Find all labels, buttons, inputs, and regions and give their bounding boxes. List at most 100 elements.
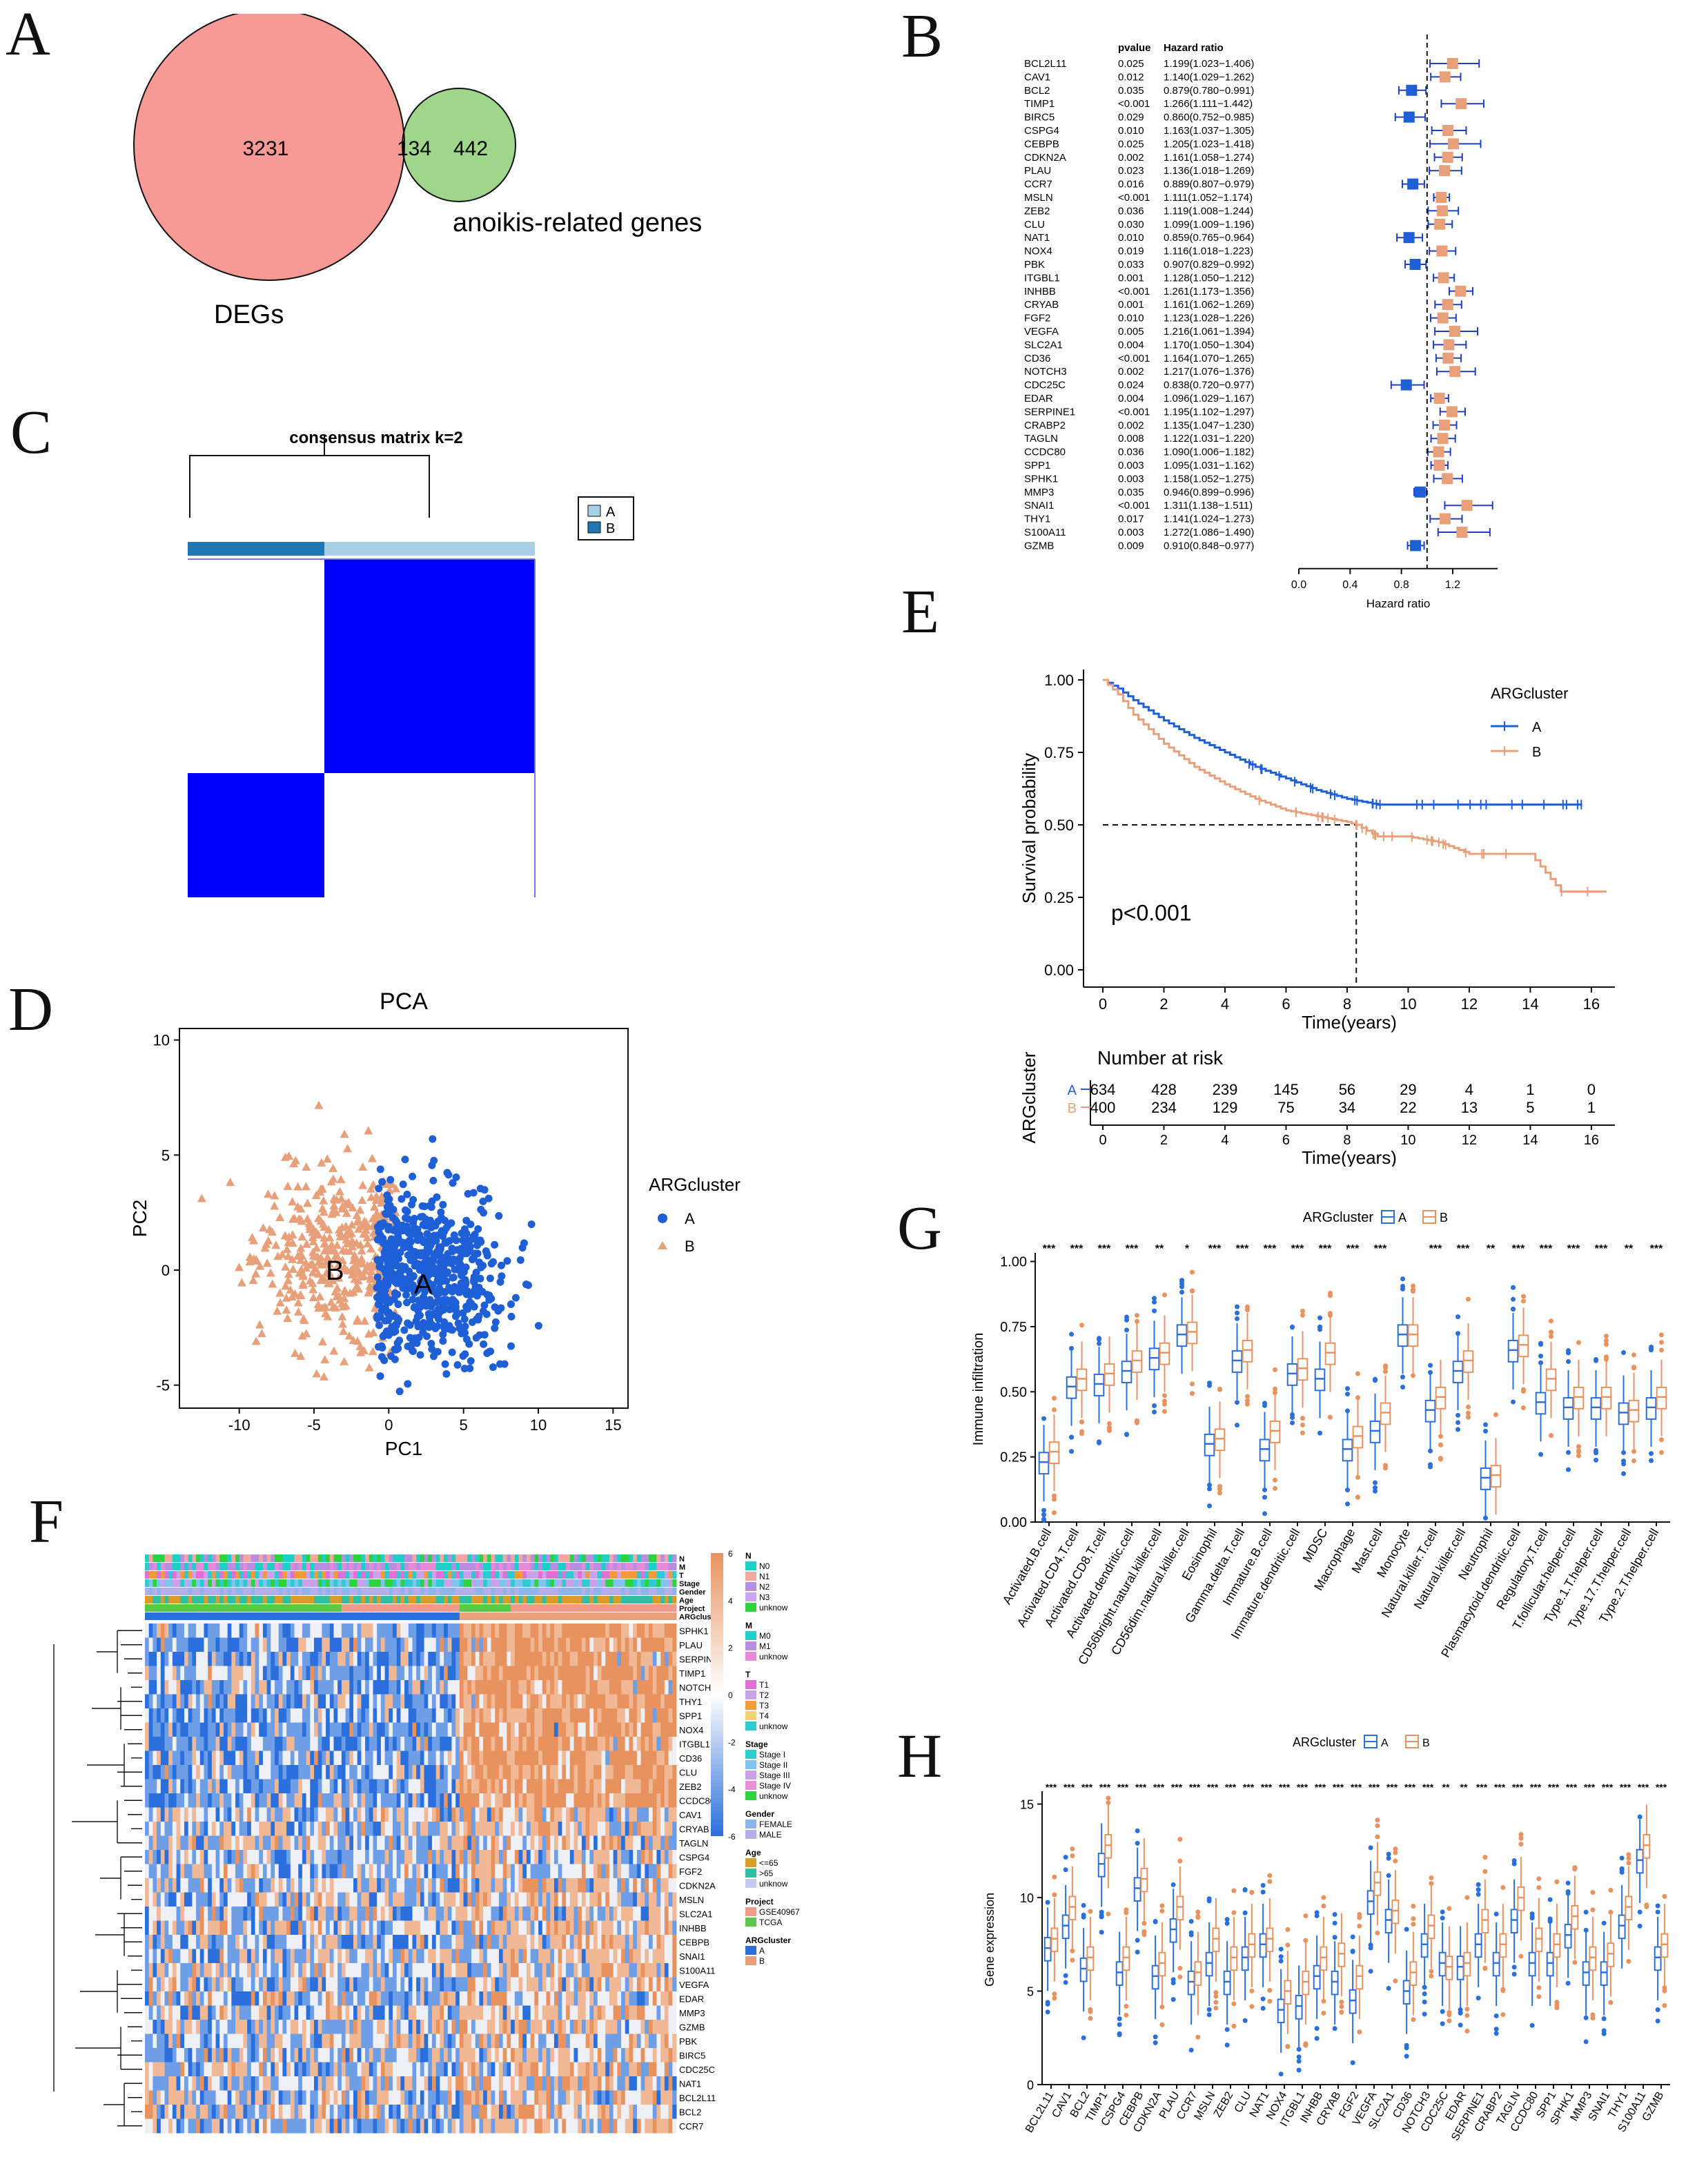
pca-point-b: [341, 1230, 351, 1239]
heatmap-cell: [326, 1779, 331, 1794]
heatmap-cell: [353, 1779, 358, 1794]
heatmap-annotation-cell: [538, 1588, 543, 1595]
heatmap-cell: [664, 1765, 669, 1780]
heatmap-annotation-cell: [440, 1554, 444, 1562]
pca-point-b: [275, 1212, 285, 1221]
heatmap-annotation-cell: [349, 1554, 354, 1562]
heatmap-annotation-cell: [574, 1596, 578, 1603]
heatmap-cell: [495, 1680, 500, 1695]
heatmap-cell: [463, 1708, 468, 1723]
heatmap-annotation-cell: [164, 1579, 169, 1587]
heatmap-cell: [148, 1779, 153, 1794]
heatmap-annotation-cell: [176, 1596, 181, 1603]
heatmap-cell: [235, 1864, 240, 1879]
heatmap-cell: [621, 1708, 626, 1723]
heatmap-annotation-cell: [578, 1588, 582, 1595]
heatmap-cell: [455, 1624, 460, 1638]
heatmap-cell: [487, 1793, 492, 1808]
heatmap-annotation-cell: [184, 1604, 189, 1612]
heatmap-cell: [605, 1694, 610, 1709]
heatmap-cell: [148, 1737, 153, 1751]
heatmap-annotation-cell: [290, 1571, 295, 1579]
heatmap-cell: [645, 1737, 649, 1751]
pca-point-a: [437, 1208, 445, 1216]
heatmap-cell: [176, 1793, 181, 1808]
pca-point-b: [314, 1100, 324, 1109]
heatmap-cell: [483, 1850, 488, 1864]
pca-point-a: [375, 1184, 383, 1193]
heatmap-cell: [645, 1637, 649, 1652]
heatmap-cell: [317, 1850, 322, 1864]
pca-point-b: [284, 1151, 294, 1160]
pca-point-a: [469, 1289, 478, 1298]
heatmap-cell: [585, 1637, 590, 1652]
heatmap-cell: [428, 1652, 433, 1666]
heatmap-annotation-cell: [589, 1596, 594, 1603]
heatmap-cell: [495, 1637, 500, 1652]
heatmap-annotation-cell: [172, 1596, 177, 1603]
heatmap-cell: [180, 1652, 185, 1666]
heatmap-cell: [664, 1737, 669, 1751]
heatmap-gene-label: NOX4: [679, 1725, 703, 1735]
heatmap-annotation-cell: [306, 1571, 311, 1579]
heatmap-annotation-cell: [605, 1596, 610, 1603]
heatmap-cell: [188, 1694, 193, 1709]
heatmap-annotation-cell: [522, 1571, 527, 1579]
heatmap-cell: [471, 1751, 476, 1766]
heatmap-cell: [420, 1666, 425, 1681]
heatmap-annotation-cell: [192, 1588, 197, 1595]
heatmap-annotation-cell: [649, 1563, 654, 1570]
heatmap-cell: [629, 1694, 634, 1709]
heatmap-cell: [329, 1751, 335, 1766]
heatmap-annotation-cell: [275, 1612, 280, 1620]
heatmap-cell: [431, 1822, 437, 1836]
heatmap-cell: [475, 1822, 480, 1836]
km-x-tick-label: 14: [1522, 995, 1538, 1013]
heatmap-annotation-cell: [652, 1596, 657, 1603]
pca-point-b: [317, 1274, 327, 1283]
heatmap-cell: [514, 1737, 520, 1751]
forest-point: [1400, 379, 1412, 391]
heatmap-cell: [522, 1765, 527, 1780]
heatmap-cell: [625, 1652, 629, 1666]
heatmap-cell: [215, 1779, 220, 1794]
heatmap-cell: [145, 1864, 150, 1879]
heatmap-cell: [495, 1694, 500, 1709]
heatmap-cell: [271, 1751, 275, 1766]
heatmap-annotation-cell: [597, 1604, 602, 1612]
heatmap-cell: [157, 1708, 161, 1723]
heatmap-cell: [668, 1666, 673, 1681]
heatmap-annotation-cell: [660, 1588, 665, 1595]
heatmap-cell: [487, 1680, 492, 1695]
heatmap-cell: [196, 1666, 201, 1681]
forest-pvalue: 0.002: [1118, 420, 1144, 431]
heatmap-annotation-cell: [589, 1612, 594, 1620]
heatmap-annotation-cell: [184, 1596, 189, 1603]
heatmap-cell: [306, 1722, 311, 1737]
heatmap-cell: [337, 1779, 342, 1794]
heatmap-annotation-cell: [566, 1588, 571, 1595]
heatmap-annotation-cell: [495, 1596, 500, 1603]
heatmap-annotation-cell: [400, 1563, 405, 1570]
heatmap-cell: [574, 1708, 578, 1723]
pca-point-a: [425, 1270, 433, 1278]
heatmap-cell: [384, 1864, 389, 1879]
heatmap-annotation-cell: [389, 1554, 393, 1562]
heatmap-cell: [471, 1666, 476, 1681]
heatmap-annotation-cell: [408, 1604, 413, 1612]
forest-pvalue: 0.036: [1118, 447, 1144, 458]
heatmap-cell: [192, 1737, 197, 1751]
heatmap-cell: [380, 1666, 386, 1681]
heatmap-cell: [553, 1835, 559, 1851]
forest-pvalue: 0.010: [1118, 232, 1144, 244]
heatmap-cell: [227, 1765, 232, 1780]
heatmap-cell: [227, 1807, 232, 1822]
heatmap-annotation-cell: [333, 1579, 338, 1587]
heatmap-cell: [286, 1694, 291, 1709]
heatmap-gene-label: CLU: [679, 1767, 697, 1777]
heatmap-cell: [645, 1652, 649, 1666]
heatmap-annotation-cell: [550, 1571, 555, 1579]
heatmap-annotation-cell: [652, 1612, 657, 1620]
pca-point-a: [391, 1345, 400, 1354]
heatmap-annotation-cell: [412, 1554, 417, 1562]
